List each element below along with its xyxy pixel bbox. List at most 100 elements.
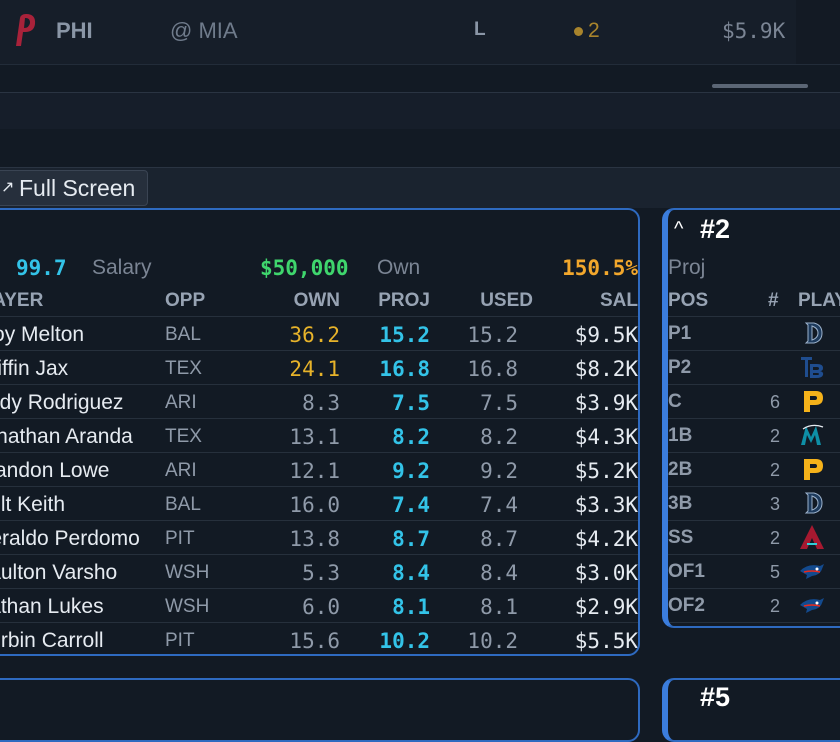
- player-own: 16.0: [289, 493, 340, 517]
- table-row[interactable]: Griffin Jax TEX 24.1 16.8 16.8 $8.2K: [0, 350, 638, 385]
- player-name: Geraldo Perdomo: [0, 527, 140, 550]
- pirates-logo-icon: [804, 459, 823, 480]
- player-proj: 8.1: [392, 595, 430, 619]
- player-used: 10.2: [467, 629, 518, 653]
- player-opp: WSH: [165, 596, 210, 617]
- col-header-own[interactable]: OWN: [293, 290, 340, 311]
- player-name: Corbin Carroll: [0, 629, 104, 652]
- table-row[interactable]: Nathan Lukes WSH 6.0 8.1 8.1 $2.9K: [0, 588, 638, 623]
- chevron-up-icon[interactable]: ^: [674, 218, 684, 240]
- player-count: 6: [770, 392, 781, 412]
- section-band: [0, 92, 840, 130]
- table-row[interactable]: Corbin Carroll PIT 15.6 10.2 10.2 $5.5K: [0, 622, 638, 654]
- player-used: 8.1: [480, 595, 518, 619]
- player-proj: 8.7: [392, 527, 430, 551]
- table-row[interactable]: SS 2: [668, 520, 840, 555]
- col-header-player[interactable]: PLAYER: [0, 290, 44, 311]
- player-own: 36.2: [289, 323, 340, 347]
- col-header-sal[interactable]: SAL: [600, 290, 638, 311]
- lineup-panel-3: [0, 678, 640, 742]
- player-name: Andy Rodriguez: [0, 391, 124, 414]
- player-opp: PIT: [165, 528, 195, 549]
- player-opp: TEX: [165, 358, 202, 379]
- player-proj: 7.5: [392, 391, 430, 415]
- player-used: 7.5: [480, 391, 518, 415]
- player-opp: BAL: [165, 494, 201, 515]
- col-header-opp[interactable]: OPP: [165, 290, 206, 311]
- player-own: 12.1: [289, 459, 340, 483]
- table-row[interactable]: Troy Melton BAL 36.2 15.2 15.2 $9.5K: [0, 316, 638, 351]
- table-row[interactable]: 3B 3: [668, 486, 840, 521]
- player-opp: ARI: [165, 460, 197, 481]
- table-row[interactable]: Geraldo Perdomo PIT 13.8 8.7 8.7 $4.2K: [0, 520, 638, 555]
- stack-count: 2: [588, 19, 600, 42]
- table-row[interactable]: OF1 5: [668, 554, 840, 589]
- pirates-logo-icon: [804, 391, 823, 412]
- own-label: Own: [377, 256, 421, 279]
- player-salary: $4.2K: [574, 527, 638, 551]
- player-opp: PIT: [165, 630, 195, 651]
- proj-total: 99.7: [16, 256, 67, 280]
- player-salary: $5.2K: [574, 459, 638, 483]
- col-header-proj[interactable]: PROJ: [378, 290, 430, 311]
- player-salary: $8.2K: [574, 357, 638, 381]
- marlins-logo-icon: [801, 424, 824, 445]
- player-name: Colt Keith: [0, 493, 66, 516]
- player-count: 2: [770, 528, 781, 548]
- full-screen-label: Full Screen: [19, 175, 136, 201]
- vertical-scrollbar[interactable]: [796, 0, 840, 64]
- proj-label: Proj: [668, 256, 706, 279]
- player-opp: WSH: [165, 562, 210, 583]
- player-proj: 8.4: [392, 561, 430, 585]
- salary-total: $50,000: [260, 256, 349, 280]
- bluejays-logo-icon: [800, 564, 824, 579]
- team-abbr: PHI: [56, 18, 93, 43]
- table-row[interactable]: 1B 2: [668, 418, 840, 453]
- table-row[interactable]: OF2 2: [668, 588, 840, 623]
- player-count: 2: [770, 426, 781, 446]
- col-header-player[interactable]: PLAYER: [798, 290, 840, 311]
- player-proj: 15.2: [379, 323, 430, 347]
- roster-position: 1B: [668, 425, 693, 446]
- player-own: 13.8: [289, 527, 340, 551]
- col-header-pos[interactable]: POS: [668, 290, 709, 311]
- tigers-logo-icon: [804, 492, 823, 514]
- player-name: Griffin Jax: [0, 357, 69, 380]
- player-used: 16.8: [467, 357, 518, 381]
- player-name: Daulton Varsho: [0, 561, 118, 584]
- game-row[interactable]: PHI @ MIA L 2 $5.9K: [0, 0, 840, 64]
- player-count: 2: [770, 596, 781, 616]
- table-row[interactable]: P2: [668, 350, 840, 385]
- player-salary: $5.5K: [574, 629, 638, 653]
- diamondbacks-logo-icon: [798, 625, 826, 628]
- table-row[interactable]: Daulton Varsho WSH 5.3 8.4 8.4 $3.0K: [0, 554, 638, 589]
- table-row[interactable]: Andy Rodriguez ARI 8.3 7.5 7.5 $3.9K: [0, 384, 638, 419]
- roster-position: P1: [668, 323, 692, 344]
- table-row[interactable]: Jonathan Aranda TEX 13.1 8.2 8.2 $4.3K: [0, 418, 638, 453]
- table-row[interactable]: Colt Keith BAL 16.0 7.4 7.4 $3.3K: [0, 486, 638, 521]
- opponent: @ MIA: [170, 18, 238, 43]
- table-row[interactable]: OF31: [668, 622, 840, 628]
- section-band: [0, 129, 840, 167]
- roster-position: P2: [668, 357, 692, 378]
- table-row[interactable]: Brandon Lowe ARI 12.1 9.2 9.2 $5.2K: [0, 452, 638, 487]
- lineup-title: #2: [700, 214, 731, 244]
- table-row[interactable]: 2B 2: [668, 452, 840, 487]
- scrollbar-thumb[interactable]: [712, 84, 808, 88]
- lineup-panel-2: ^ #2 Proj POS # PLAYER P1 P2 C6 1B 2 2B23B3SS…: [662, 208, 840, 628]
- player-proj: 9.2: [392, 459, 430, 483]
- player-opp: BAL: [165, 324, 201, 345]
- count-dot-icon: [574, 27, 583, 36]
- col-header-num[interactable]: #: [768, 290, 779, 311]
- own-total: 150.5%: [562, 256, 638, 280]
- player-used: 9.2: [480, 459, 518, 483]
- expand-icon: ↗: [1, 179, 15, 196]
- horizontal-scrollbar[interactable]: [0, 64, 840, 93]
- player-own: 6.0: [302, 595, 340, 619]
- table-row[interactable]: P1: [668, 316, 840, 351]
- player-opp: TEX: [165, 426, 202, 447]
- col-header-used[interactable]: USED: [480, 290, 533, 311]
- full-screen-button[interactable]: ↗ Full Screen: [0, 170, 148, 206]
- salary-label: Salary: [92, 256, 152, 279]
